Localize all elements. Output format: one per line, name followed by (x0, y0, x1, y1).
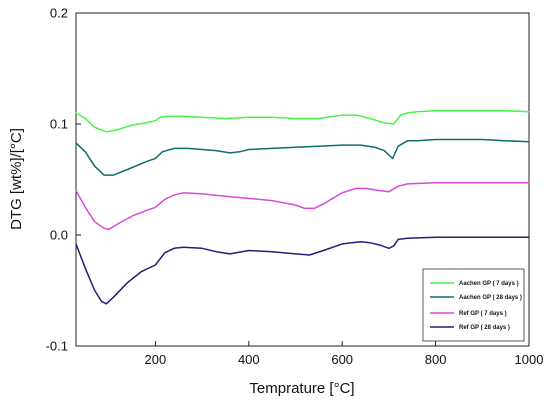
x-tick-label: 1000 (515, 352, 544, 367)
axes: 200 400 600 800 1000 -0.1 0.0 0.1 0.2 (46, 6, 544, 368)
series-line-2 (75, 138, 530, 176)
legend-label: Aachen GP ( 28 days ) (459, 295, 522, 301)
legend-entry: Ref GP ( 28 days ) (430, 325, 510, 331)
y-tick-label: 0.0 (50, 228, 68, 243)
x-tick-label: 600 (331, 352, 353, 367)
y-tick-label: 0.1 (50, 117, 68, 132)
legend-entry: Ref GP ( 7 days ) (430, 311, 507, 317)
legend-label: Ref GP ( 28 days ) (459, 325, 510, 331)
legend-label: Aachen GP ( 7 days ) (459, 281, 519, 287)
legend-entry: Aachen GP ( 7 days ) (430, 281, 519, 287)
series-line-1 (75, 109, 530, 133)
series-line-3 (75, 182, 530, 231)
x-tick-label: 800 (425, 352, 447, 367)
x-tick-label: 400 (238, 352, 260, 367)
legend: Aachen GP ( 7 days ) Aachen GP ( 28 days… (422, 268, 525, 342)
y-axis-title: DTG [wt%]/[°C] (8, 128, 25, 230)
series-lines (75, 109, 530, 305)
legend-box (422, 268, 525, 342)
plot-frame (75, 12, 530, 347)
series-line-4 (75, 236, 530, 305)
x-tick-label: 200 (145, 352, 167, 367)
y-tick-label: -0.1 (46, 339, 68, 354)
legend-entry: Aachen GP ( 28 days ) (430, 295, 522, 301)
y-tick-label: 0.2 (50, 6, 68, 21)
plot-area (75, 12, 530, 347)
legend-label: Ref GP ( 7 days ) (459, 311, 507, 317)
x-axis-title: Temprature [°C] (249, 380, 354, 397)
